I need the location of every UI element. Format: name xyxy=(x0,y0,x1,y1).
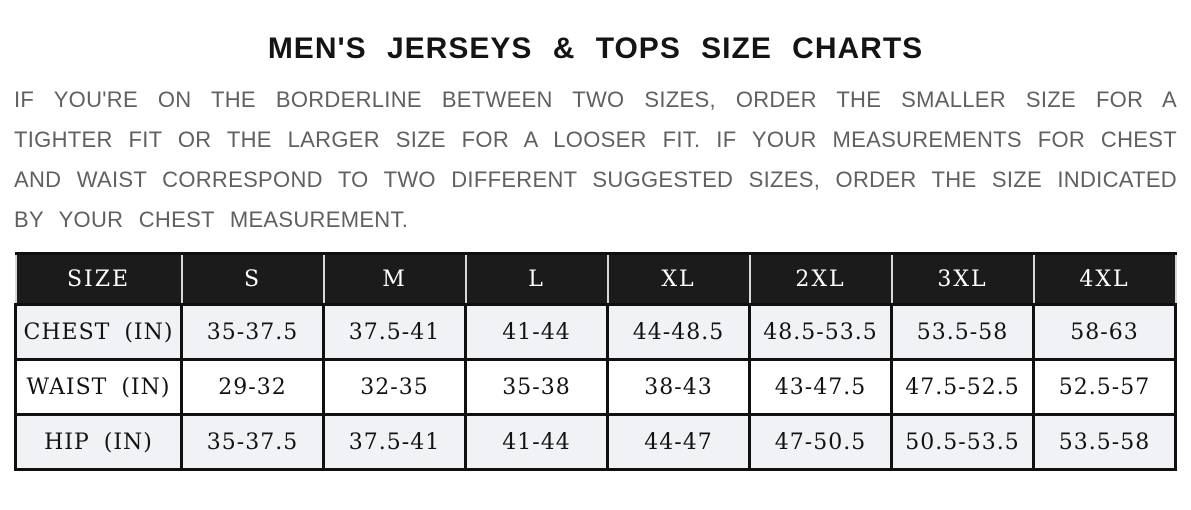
table-row-hip: HIP (IN) 35-37.5 37.5-41 41-44 44-47 47-… xyxy=(14,413,1177,471)
intro-line: TIGHTER FIT OR THE LARGER SIZE FOR A LOO… xyxy=(14,127,1177,152)
size-chart-table: SIZE S M L XL 2XL 3XL 4XL CHEST (IN) 35-… xyxy=(14,252,1177,471)
value-cell: 32-35 xyxy=(322,358,467,416)
row-label-chest: CHEST (IN) xyxy=(14,303,183,361)
header-cell-4xl: 4XL xyxy=(1032,252,1177,306)
value-cell: 38-43 xyxy=(606,358,751,416)
page-title: MEN'S JERSEYS & TOPS SIZE CHARTS xyxy=(267,32,924,65)
value-cell: 37.5-41 xyxy=(322,303,467,361)
header-cell-l: L xyxy=(464,252,609,306)
value-cell: 41-44 xyxy=(464,413,609,471)
header-cell-s: S xyxy=(180,252,325,306)
header-cell-m: M xyxy=(322,252,467,306)
row-label-hip: HIP (IN) xyxy=(14,413,183,471)
value-cell: 29-32 xyxy=(180,358,325,416)
value-cell: 35-37.5 xyxy=(180,413,325,471)
value-cell: 53.5-58 xyxy=(1032,413,1177,471)
intro-line: AND WAIST CORRESPOND TO TWO DIFFERENT SU… xyxy=(14,167,1177,192)
table-row-chest: CHEST (IN) 35-37.5 37.5-41 41-44 44-48.5… xyxy=(14,303,1177,361)
value-cell: 35-38 xyxy=(464,358,609,416)
value-cell: 52.5-57 xyxy=(1032,358,1177,416)
table-row-waist: WAIST (IN) 29-32 32-35 35-38 38-43 43-47… xyxy=(14,358,1177,416)
header-cell-2xl: 2XL xyxy=(748,252,893,306)
value-cell: 47-50.5 xyxy=(748,413,893,471)
value-cell: 53.5-58 xyxy=(890,303,1035,361)
value-cell: 43-47.5 xyxy=(748,358,893,416)
intro-paragraph: IF YOU'RE ON THE BORDERLINE BETWEEN TWO … xyxy=(14,80,1177,240)
value-cell: 41-44 xyxy=(464,303,609,361)
intro-line: BY YOUR CHEST MEASUREMENT. xyxy=(14,207,409,232)
value-cell: 50.5-53.5 xyxy=(890,413,1035,471)
value-cell: 44-47 xyxy=(606,413,751,471)
header-cell-size: SIZE xyxy=(14,252,183,306)
value-cell: 58-63 xyxy=(1032,303,1177,361)
header-cell-3xl: 3XL xyxy=(890,252,1035,306)
value-cell: 48.5-53.5 xyxy=(748,303,893,361)
header-cell-xl: XL xyxy=(606,252,751,306)
value-cell: 47.5-52.5 xyxy=(890,358,1035,416)
header-row: SIZE S M L XL 2XL 3XL 4XL xyxy=(14,252,1177,306)
value-cell: 37.5-41 xyxy=(322,413,467,471)
intro-line: IF YOU'RE ON THE BORDERLINE BETWEEN TWO … xyxy=(14,87,1177,112)
value-cell: 35-37.5 xyxy=(180,303,325,361)
value-cell: 44-48.5 xyxy=(606,303,751,361)
row-label-waist: WAIST (IN) xyxy=(14,358,183,416)
